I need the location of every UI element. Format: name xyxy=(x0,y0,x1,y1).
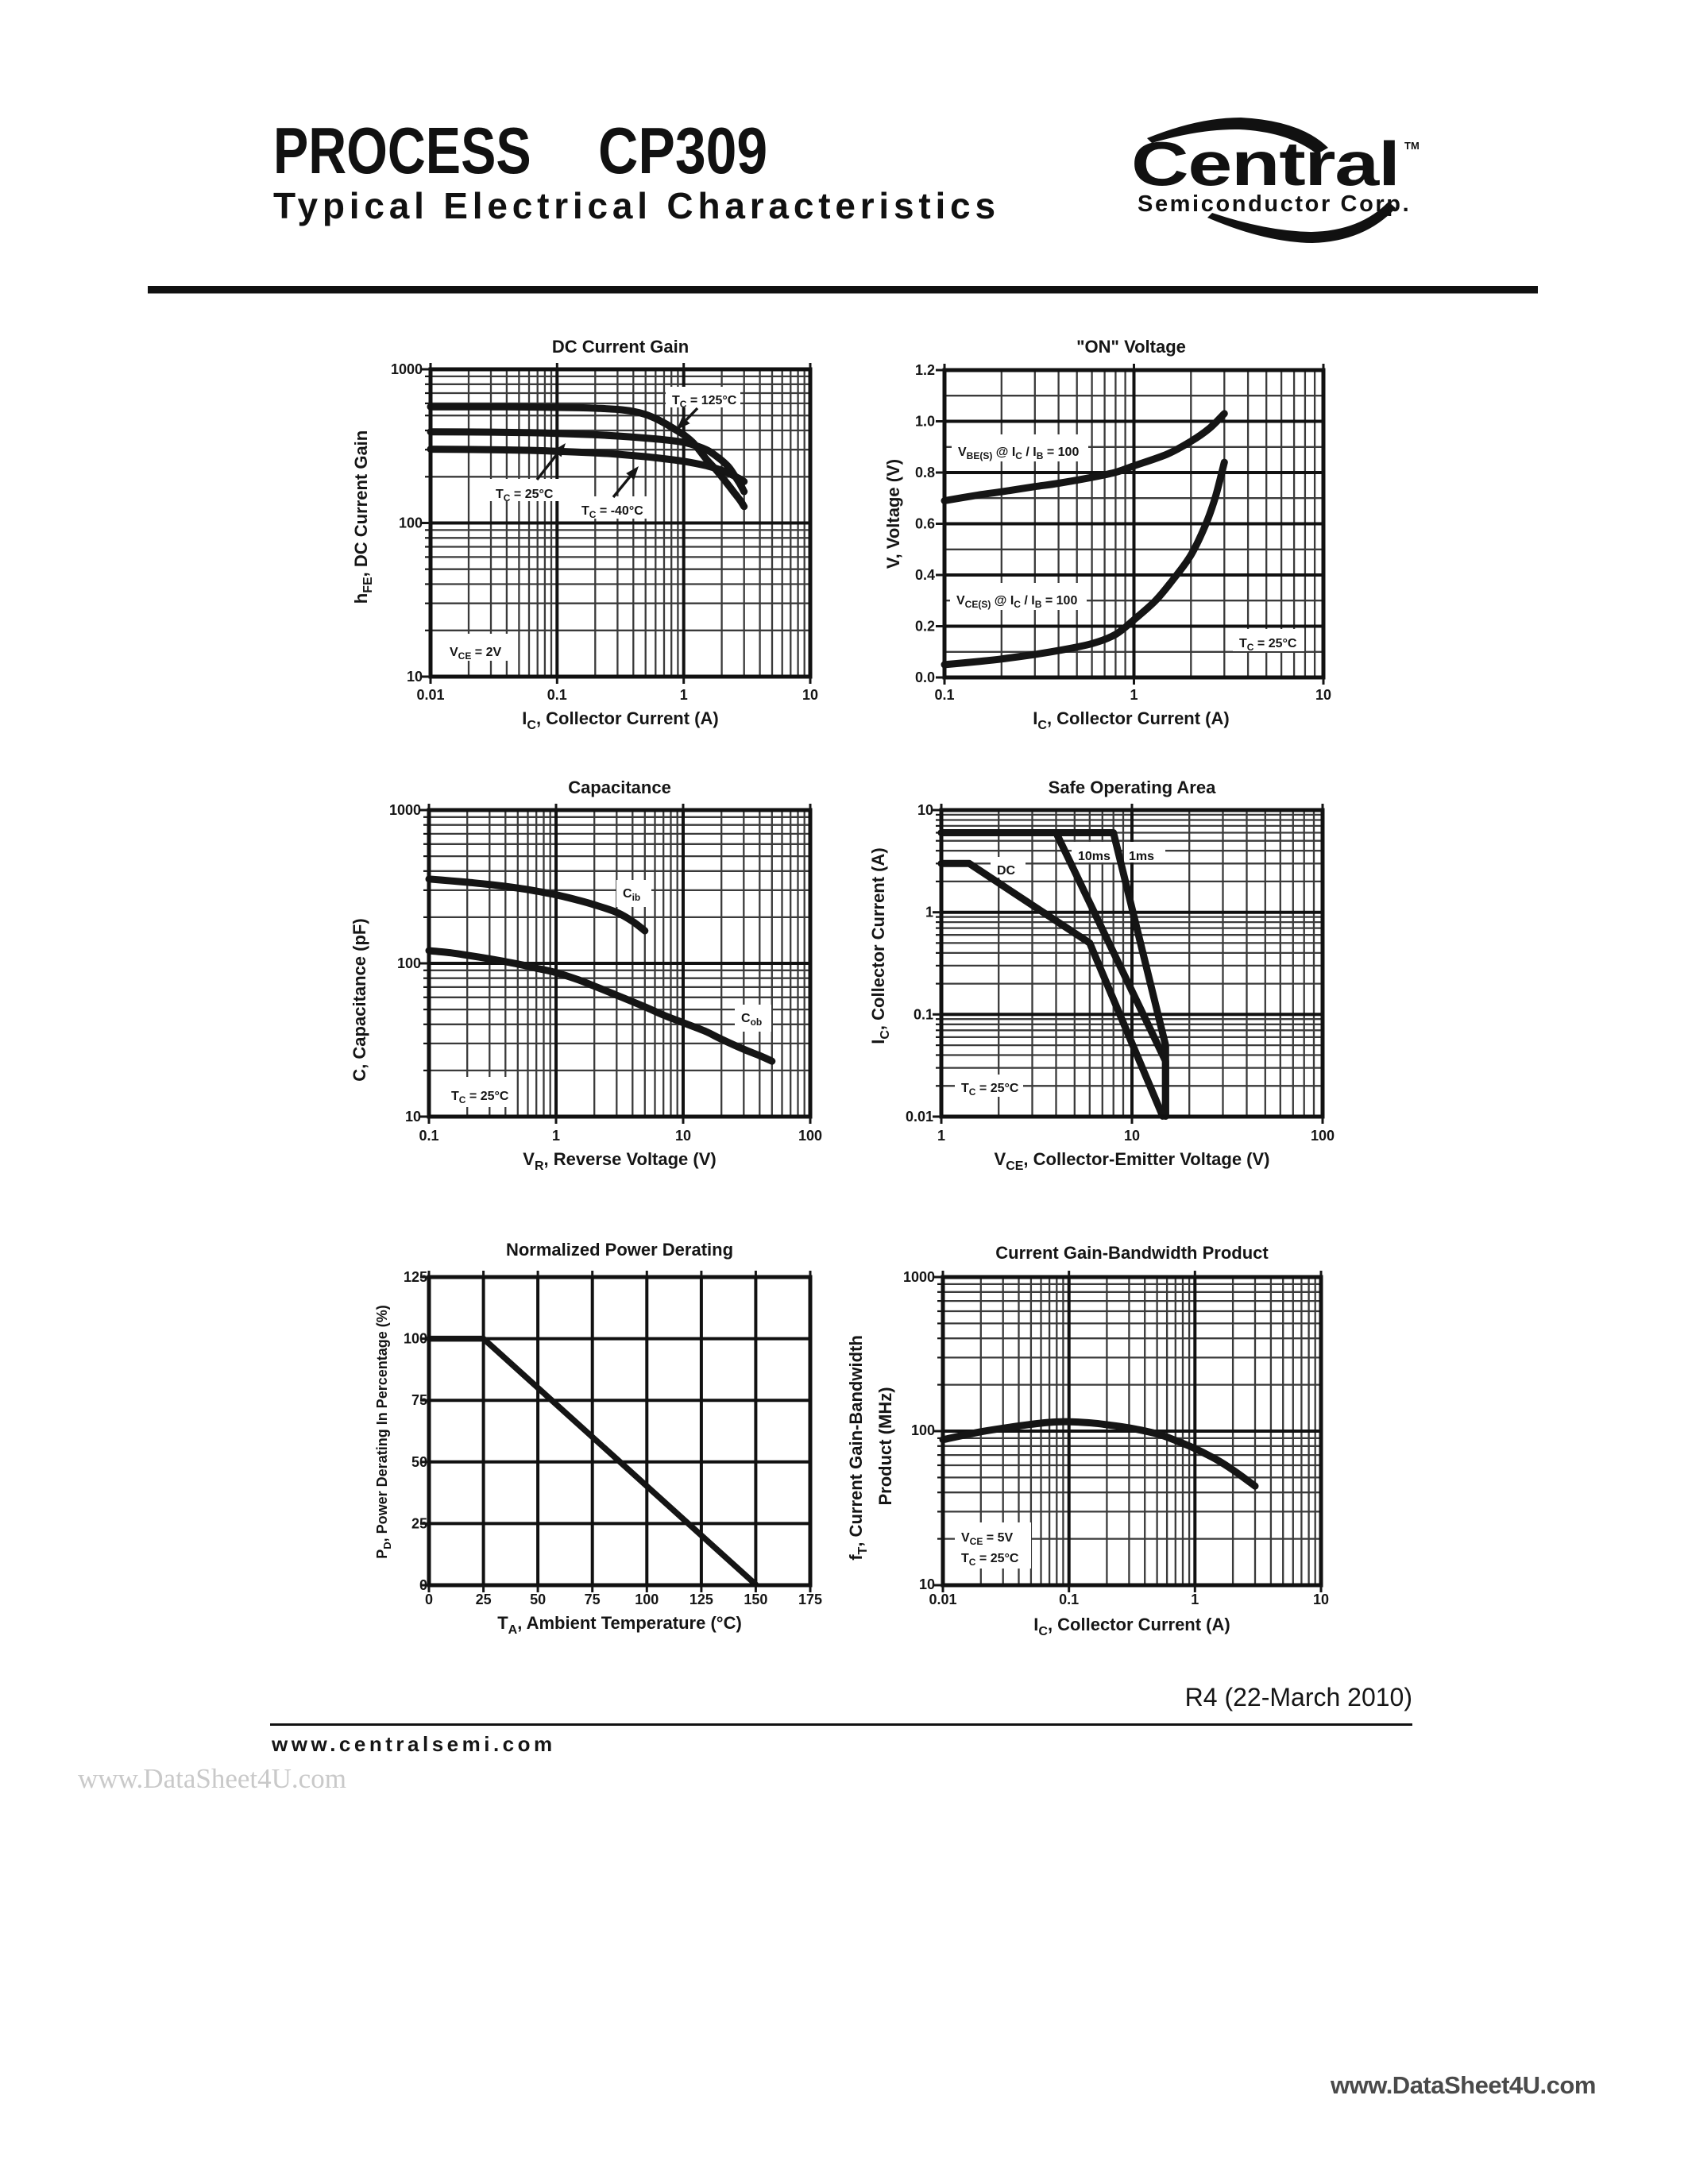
svg-text:0: 0 xyxy=(419,1577,427,1593)
svg-text:125: 125 xyxy=(404,1269,427,1285)
svg-text:0.01: 0.01 xyxy=(906,1109,933,1125)
svg-text:0.01: 0.01 xyxy=(416,687,444,703)
svg-text:TC = 25°C: TC = 25°C xyxy=(961,1552,1019,1568)
svg-text:10: 10 xyxy=(407,669,423,685)
svg-text:10ms: 10ms xyxy=(1078,850,1111,863)
svg-text:IC, Collector Current (A): IC, Collector Current (A) xyxy=(1033,708,1229,732)
svg-text:C, Capacitance (pF): C, Capacitance (pF) xyxy=(350,918,369,1081)
svg-text:0.8: 0.8 xyxy=(915,465,935,480)
svg-text:50: 50 xyxy=(530,1592,546,1607)
svg-text:PROCESS: PROCESS xyxy=(273,114,531,187)
svg-text:1000: 1000 xyxy=(389,802,421,818)
svg-text:Safe Operating Area: Safe Operating Area xyxy=(1049,778,1216,797)
svg-text:fT, Current Gain-Bandwidth: fT, Current Gain-Bandwidth xyxy=(846,1335,870,1561)
svg-text:150: 150 xyxy=(744,1592,767,1607)
svg-text:10: 10 xyxy=(919,1576,935,1592)
svg-text:TC = 25°C: TC = 25°C xyxy=(961,1082,1019,1098)
svg-text:1ms: 1ms xyxy=(1129,850,1154,863)
svg-text:IC, Collector Current (A): IC, Collector Current (A) xyxy=(868,847,892,1044)
svg-text:10: 10 xyxy=(675,1128,691,1144)
svg-text:1.0: 1.0 xyxy=(915,414,935,430)
svg-text:10: 10 xyxy=(405,1109,421,1125)
svg-text:100: 100 xyxy=(399,515,423,531)
svg-text:100: 100 xyxy=(404,1331,427,1347)
svg-text:0: 0 xyxy=(425,1592,433,1607)
svg-text:10: 10 xyxy=(1124,1128,1140,1144)
svg-text:25: 25 xyxy=(476,1592,492,1607)
svg-text:Central: Central xyxy=(1131,130,1400,199)
svg-text:Capacitance: Capacitance xyxy=(568,778,671,797)
svg-text:VR, Reverse Voltage (V): VR, Reverse Voltage (V) xyxy=(523,1149,716,1173)
svg-text:TC = 25°C: TC = 25°C xyxy=(451,1090,509,1106)
svg-text:0.4: 0.4 xyxy=(915,567,935,583)
svg-text:1: 1 xyxy=(680,687,688,703)
svg-text:PD, Power Derating In Percenta: PD, Power Derating In Percentage (%) xyxy=(374,1305,393,1558)
svg-text:25: 25 xyxy=(411,1515,427,1531)
svg-text:IC, Collector Current (A): IC, Collector Current (A) xyxy=(522,708,718,732)
svg-text:175: 175 xyxy=(798,1592,822,1607)
svg-text:DC: DC xyxy=(997,864,1016,878)
svg-text:100: 100 xyxy=(911,1422,935,1438)
svg-text:TC = 25°C: TC = 25°C xyxy=(496,488,554,504)
svg-text:0.1: 0.1 xyxy=(934,687,954,703)
svg-text:10: 10 xyxy=(1313,1592,1329,1607)
svg-text:www.DataSheet4U.com: www.DataSheet4U.com xyxy=(78,1763,346,1794)
svg-text:VCE, Collector-Emitter Voltage: VCE, Collector-Emitter Voltage (V) xyxy=(995,1149,1270,1173)
svg-text:1: 1 xyxy=(925,905,933,920)
svg-text:Product (MHz): Product (MHz) xyxy=(875,1387,895,1505)
svg-text:0.0: 0.0 xyxy=(915,669,935,685)
svg-text:TC = 25°C: TC = 25°C xyxy=(1239,637,1297,653)
svg-text:TA, Ambient Temperature (°C): TA, Ambient Temperature (°C) xyxy=(497,1613,742,1637)
svg-text:1000: 1000 xyxy=(903,1269,935,1285)
svg-text:0.1: 0.1 xyxy=(419,1128,438,1144)
svg-text:0.6: 0.6 xyxy=(915,516,935,532)
svg-text:1: 1 xyxy=(937,1128,945,1144)
svg-text:10: 10 xyxy=(1315,687,1331,703)
svg-text:10: 10 xyxy=(802,687,818,703)
svg-text:R4 (22-March 2010): R4 (22-March 2010) xyxy=(1185,1683,1412,1711)
svg-text:Current Gain-Bandwidth Product: Current Gain-Bandwidth Product xyxy=(995,1243,1269,1263)
svg-text:75: 75 xyxy=(411,1392,427,1408)
svg-text:1.2: 1.2 xyxy=(915,362,935,378)
svg-text:75: 75 xyxy=(585,1592,601,1607)
svg-text:www.DataSheet4U.com: www.DataSheet4U.com xyxy=(1330,2071,1596,2099)
svg-text:1: 1 xyxy=(1191,1592,1199,1607)
svg-text:hFE, DC Current Gain: hFE, DC Current Gain xyxy=(351,430,375,604)
svg-text:100: 100 xyxy=(798,1128,822,1144)
svg-text:50: 50 xyxy=(411,1454,427,1470)
svg-text:CP309: CP309 xyxy=(598,114,767,187)
svg-text:0.1: 0.1 xyxy=(547,687,567,703)
svg-text:TC = 125°C: TC = 125°C xyxy=(672,394,737,410)
svg-text:V, Voltage (V): V, Voltage (V) xyxy=(883,459,903,569)
svg-text:DC Current Gain: DC Current Gain xyxy=(552,337,689,357)
svg-text:Normalized Power Derating: Normalized Power Derating xyxy=(506,1240,733,1260)
svg-text:10: 10 xyxy=(917,802,933,818)
svg-text:Typical Electrical Characteris: Typical Electrical Characteristics xyxy=(273,185,1000,226)
svg-text:1000: 1000 xyxy=(391,361,423,377)
svg-text:0.1: 0.1 xyxy=(914,1006,933,1022)
svg-text:0.01: 0.01 xyxy=(929,1592,956,1607)
svg-text:1: 1 xyxy=(1130,687,1138,703)
svg-text:www.centralsemi.com: www.centralsemi.com xyxy=(271,1732,556,1756)
svg-text:100: 100 xyxy=(397,955,421,971)
svg-text:1: 1 xyxy=(552,1128,560,1144)
svg-text:TC = -40°C: TC = -40°C xyxy=(581,504,643,520)
svg-text:"ON" Voltage: "ON" Voltage xyxy=(1076,337,1186,357)
svg-text:125: 125 xyxy=(689,1592,713,1607)
svg-text:Semiconductor Corp.: Semiconductor Corp. xyxy=(1138,191,1411,217)
svg-text:0.1: 0.1 xyxy=(1059,1592,1079,1607)
svg-text:0.2: 0.2 xyxy=(915,619,935,635)
svg-text:IC, Collector Current (A): IC, Collector Current (A) xyxy=(1033,1615,1230,1638)
svg-text:100: 100 xyxy=(635,1592,659,1607)
svg-text:TM: TM xyxy=(1404,140,1420,152)
svg-text:100: 100 xyxy=(1311,1128,1335,1144)
